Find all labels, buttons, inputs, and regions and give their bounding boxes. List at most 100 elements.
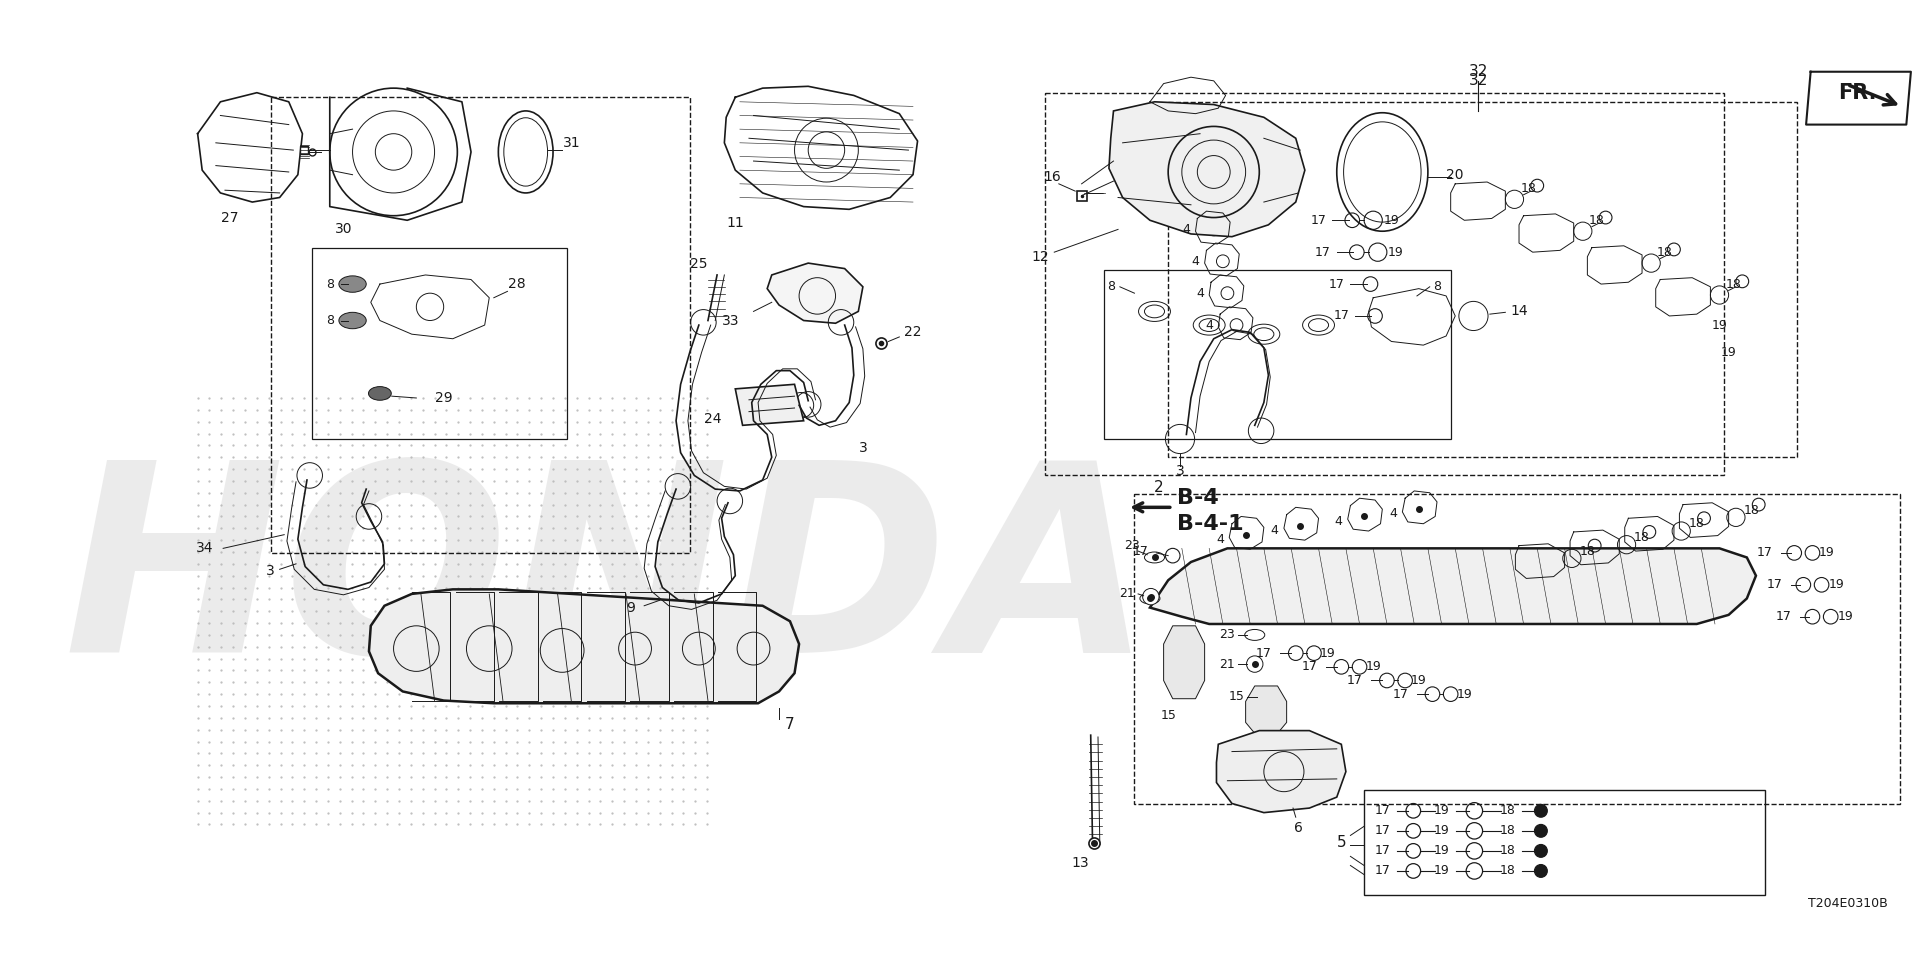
Polygon shape [1150,548,1757,624]
Circle shape [1221,287,1235,300]
Polygon shape [1246,686,1286,733]
Text: 19: 19 [1434,864,1450,877]
Text: 19: 19 [1818,546,1836,560]
Text: 4: 4 [1215,533,1225,545]
Text: 8: 8 [1432,280,1442,294]
Text: 11: 11 [726,216,745,230]
Text: 15: 15 [1160,708,1177,722]
Text: 18: 18 [1500,864,1515,877]
Text: T204E0310B: T204E0310B [1809,898,1887,910]
Text: 5: 5 [1336,835,1346,851]
Text: 19: 19 [1720,346,1736,359]
Text: 19: 19 [1457,687,1473,701]
Text: 17: 17 [1311,214,1327,227]
Text: FR.: FR. [1837,83,1876,103]
Text: 17: 17 [1133,544,1148,558]
Text: 18: 18 [1588,214,1605,227]
Text: 9: 9 [626,601,636,614]
Circle shape [1246,656,1263,672]
Polygon shape [735,384,804,425]
Text: 18: 18 [1500,845,1515,857]
Ellipse shape [1140,593,1160,604]
Text: 4: 4 [1196,287,1204,300]
Text: 17: 17 [1332,309,1350,323]
Ellipse shape [1144,552,1165,563]
Text: 33: 33 [722,314,739,327]
Circle shape [1217,255,1229,268]
Text: 19: 19 [1411,674,1427,687]
Text: 32: 32 [1469,73,1488,88]
Text: B-4: B-4 [1177,489,1219,508]
Text: 2: 2 [1154,480,1164,494]
Text: 31: 31 [563,135,580,150]
Text: 18: 18 [1500,825,1515,837]
Text: 17: 17 [1375,804,1390,817]
Text: 4: 4 [1334,515,1342,527]
Text: 29: 29 [434,391,453,405]
Text: 3: 3 [267,564,275,578]
Text: 32: 32 [1469,64,1488,80]
Text: 17: 17 [1375,825,1390,837]
Text: HONDA: HONDA [63,452,1152,708]
Polygon shape [768,263,862,324]
Text: 6: 6 [1294,821,1304,835]
Text: 7: 7 [785,717,795,732]
Text: 17: 17 [1757,546,1772,560]
Text: 18: 18 [1634,531,1649,544]
Text: 18: 18 [1690,517,1705,530]
Text: 30: 30 [334,223,351,236]
Text: 18: 18 [1521,181,1536,195]
Text: 19: 19 [1434,845,1450,857]
Text: 28: 28 [507,277,526,291]
Circle shape [1231,319,1242,331]
Ellipse shape [369,387,392,400]
Ellipse shape [1244,630,1265,640]
Text: 25: 25 [689,257,708,271]
Text: 4: 4 [1183,223,1190,236]
Polygon shape [369,589,799,704]
Text: 4: 4 [1192,254,1200,268]
Circle shape [1534,865,1548,877]
Text: 17: 17 [1375,845,1390,857]
Text: 27: 27 [221,210,238,225]
Text: 8: 8 [1106,280,1116,294]
Ellipse shape [338,276,367,292]
Circle shape [1534,845,1548,857]
Text: 19: 19 [1388,246,1404,258]
Text: B-4-1: B-4-1 [1177,514,1244,534]
Text: 17: 17 [1392,687,1409,701]
Text: 18: 18 [1743,504,1759,516]
Text: 4: 4 [1206,319,1213,331]
Text: 3: 3 [858,441,868,455]
Text: 21: 21 [1119,588,1135,600]
Text: 17: 17 [1375,864,1390,877]
Polygon shape [1164,626,1204,699]
Text: 19: 19 [1319,647,1336,660]
Text: 13: 13 [1071,855,1089,870]
Text: 18: 18 [1657,246,1672,258]
Text: 19: 19 [1365,660,1380,673]
Text: 22: 22 [904,325,922,340]
Text: 19: 19 [1434,804,1450,817]
Circle shape [1208,223,1219,236]
Text: 34: 34 [196,541,213,555]
Text: 17: 17 [1302,660,1317,673]
Circle shape [1534,804,1548,817]
Ellipse shape [338,312,367,328]
Text: 15: 15 [1229,690,1244,704]
Text: 17: 17 [1315,246,1331,258]
Text: 3: 3 [1175,464,1185,478]
Circle shape [1534,825,1548,837]
Text: 19: 19 [1828,578,1843,591]
Text: 17: 17 [1348,674,1363,687]
Text: 18: 18 [1500,804,1515,817]
Text: 18: 18 [1726,277,1741,291]
Text: 23: 23 [1123,540,1140,552]
Text: 14: 14 [1511,304,1528,319]
Text: 4: 4 [1271,523,1279,537]
Text: 17: 17 [1329,277,1344,291]
Text: 19: 19 [1711,319,1728,331]
Text: 18: 18 [1580,544,1596,558]
Text: 8: 8 [326,277,334,291]
Circle shape [1142,588,1160,605]
